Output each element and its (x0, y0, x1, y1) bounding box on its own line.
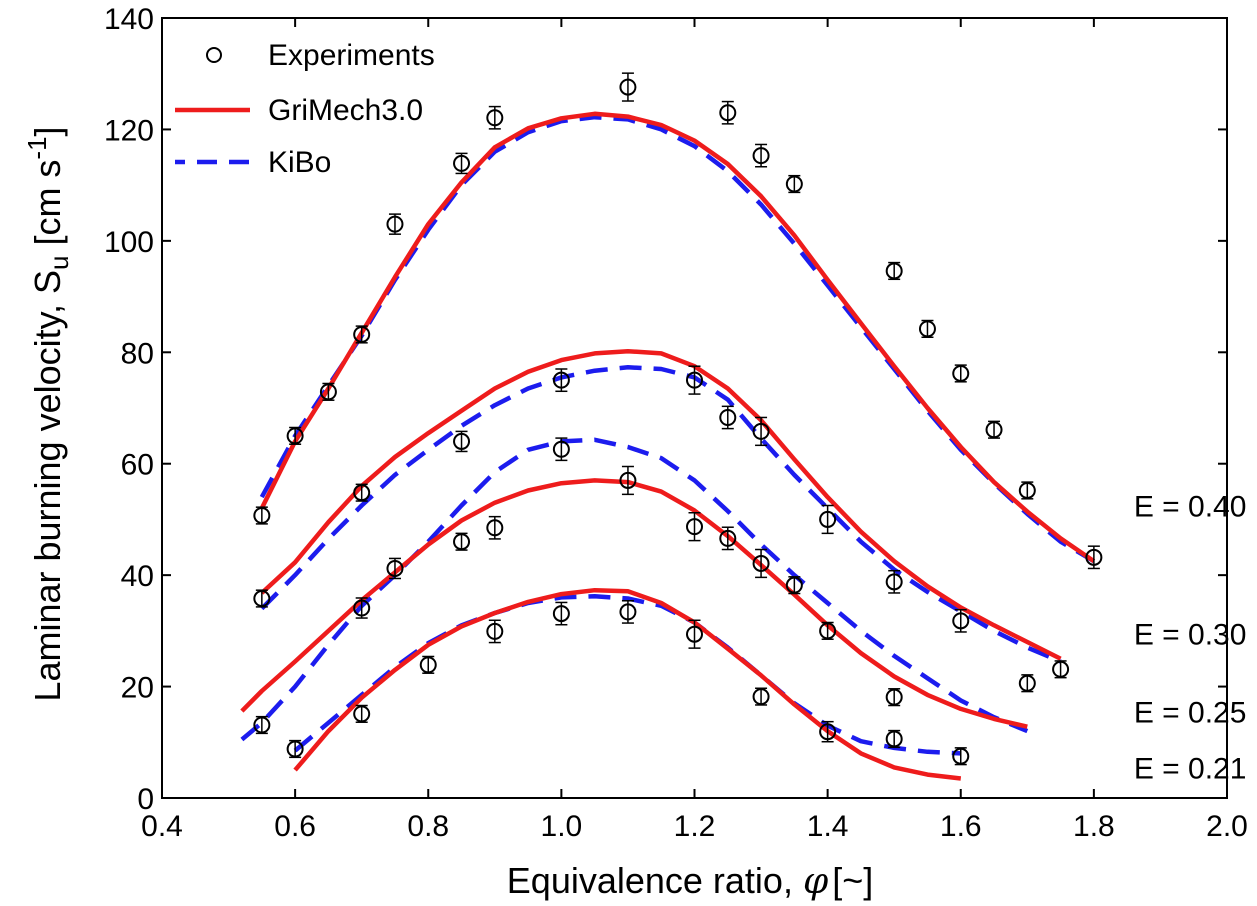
experiment-point (1018, 481, 1036, 500)
x-tick-label: 1.0 (541, 810, 583, 843)
grimech-curve-1 (260, 348, 1062, 661)
grimech-curve-3 (293, 587, 962, 781)
experiment-point (719, 526, 737, 551)
experiment-point (486, 105, 504, 130)
equivalence-label: E = 0.30 (1134, 619, 1247, 652)
experiment-point (686, 511, 703, 542)
equivalence-label: E = 0.25 (1134, 697, 1247, 730)
experiment-point (552, 601, 570, 626)
experiment-point (952, 364, 970, 383)
x-tick-label: 0.4 (141, 810, 183, 843)
experiment-point (253, 715, 271, 735)
y-tick-label: 120 (104, 114, 154, 147)
legend-label-experiments: Experiments (268, 39, 435, 72)
experiment-point (286, 426, 304, 445)
plot-curves (240, 111, 1096, 781)
x-axis-title: Equivalence ratio, φ [~] (507, 860, 873, 902)
experiment-point (419, 655, 437, 674)
y-tick-label: 40 (121, 560, 154, 593)
experiment-point (686, 619, 703, 649)
x-axis-unit: [~] (832, 860, 873, 901)
x-tick-label: 1.6 (940, 810, 982, 843)
y-tick-label: 100 (104, 226, 154, 259)
experiment-point (319, 382, 337, 401)
experiment-point (819, 720, 837, 743)
experiment-point (785, 174, 803, 194)
equivalence-label: E = 0.21 (1134, 752, 1247, 785)
x-tick-label: 1.4 (807, 810, 849, 843)
x-tick-label: 0.8 (407, 810, 449, 843)
experiment-point (752, 548, 770, 579)
experiment-point (552, 368, 570, 393)
experiment-point (1085, 545, 1103, 570)
experiment-point (885, 261, 903, 281)
experiment-point (353, 704, 371, 723)
experiment-point (719, 100, 737, 125)
x-tick-label: 2.0 (1206, 810, 1248, 843)
experiment-point (752, 687, 770, 706)
y-tick-label: 80 (121, 337, 154, 370)
legend-marker-experiments (206, 47, 222, 63)
x-axis-ticks: 0.4 0.6 0.8 1.0 1.2 1.4 1.6 1.8 2.0 (141, 18, 1248, 843)
experiment-point (952, 608, 970, 633)
experiment-point (353, 597, 371, 619)
experiment-point (286, 739, 304, 759)
y-axis-title: Laminar burning velocity, Su [cm s-1] (22, 126, 74, 701)
grimech-curve-0 (259, 111, 1096, 564)
phi-symbol: φ (803, 861, 829, 902)
experiment-point (619, 72, 637, 102)
y-tick-label: 0 (137, 783, 154, 816)
experiment-point (453, 532, 471, 551)
kibo-curve-0 (259, 114, 1096, 564)
experiment-point (353, 483, 371, 502)
experiment-point (353, 325, 371, 344)
plot-points (253, 72, 1103, 766)
x-tick-label: 0.6 (274, 810, 316, 843)
x-tick-label: 1.8 (1073, 810, 1115, 843)
experiment-point (885, 688, 903, 707)
experiment-point (885, 569, 903, 594)
legend-label-kibo: KiBo (268, 146, 331, 179)
legend: Experiments GriMech3.0 KiBo (175, 39, 435, 179)
x-tick-label: 1.2 (674, 810, 716, 843)
legend-label-grimech: GriMech3.0 (268, 94, 423, 127)
plot-frame (161, 17, 1228, 799)
experiment-point (386, 213, 404, 235)
experiment-point (453, 152, 471, 175)
experiment-point (952, 747, 970, 766)
experiment-point (253, 506, 271, 525)
experiment-point (752, 416, 770, 447)
experiment-point (719, 405, 737, 430)
y-tick-label: 140 (104, 3, 154, 36)
experiment-point (885, 729, 903, 749)
equivalence-label: E = 0.40 (1134, 491, 1247, 524)
experiment-point (1052, 660, 1070, 679)
experiment-point (486, 515, 504, 540)
experiment-point (1018, 674, 1036, 693)
experiment-point (819, 504, 837, 535)
experiment-point (686, 365, 703, 395)
experiment-point (985, 420, 1003, 439)
experiment-point (619, 600, 637, 624)
experiment-point (253, 589, 271, 608)
y-tick-label: 20 (121, 672, 154, 705)
experiment-point (486, 619, 504, 644)
y-axis-superscript: -1 (22, 136, 52, 159)
experiment-point (918, 319, 936, 338)
y-axis-subscript: u (44, 256, 74, 270)
experiment-point (453, 430, 471, 453)
y-tick-label: 60 (121, 449, 154, 482)
experiment-point (552, 437, 570, 462)
experiment-point (752, 143, 770, 168)
kibo-curve-1 (260, 365, 1062, 664)
experiment-point (785, 576, 803, 595)
grimech-curve-2 (240, 478, 1028, 729)
experiment-point (619, 465, 637, 496)
y-axis-ticks: 0 20 40 60 80 100 120 140 (104, 3, 1227, 816)
experiment-point (386, 557, 404, 580)
experiment-point (819, 621, 837, 640)
annotations: E = 0.40 E = 0.30 E = 0.25 E = 0.21 (1134, 491, 1247, 786)
